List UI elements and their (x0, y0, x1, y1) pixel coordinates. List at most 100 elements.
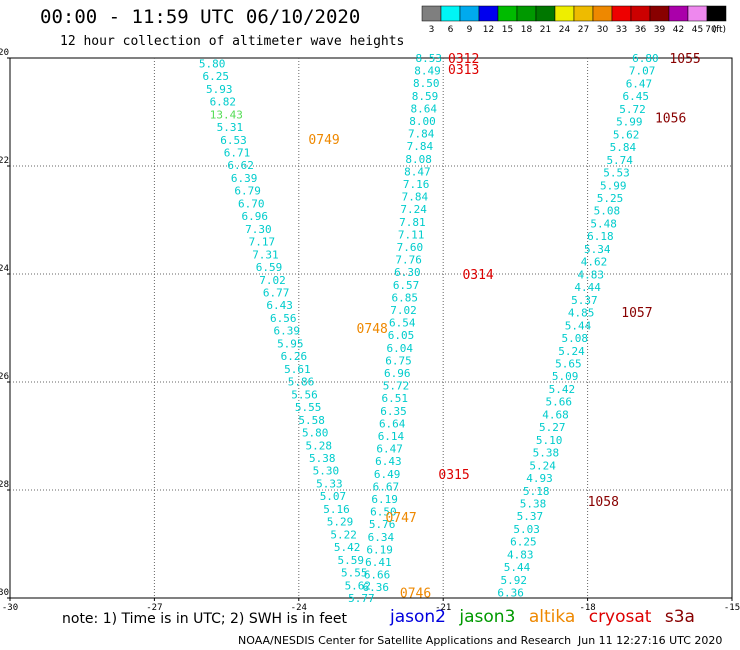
swh-label-s3a: 4.44 (574, 281, 601, 294)
swh-label-s3a: 5.03 (513, 523, 540, 536)
swh-label-s3a: 5.84 (610, 141, 637, 154)
swh-label-cryosat: 7.60 (397, 241, 424, 254)
colorbar-tick-label: 9 (467, 25, 473, 35)
swh-label-altika: 6.79 (234, 185, 261, 198)
swh-label-s3a: 5.09 (552, 370, 579, 383)
swh-label-altika: 6.53 (220, 134, 247, 147)
y-tick-label: -24 (0, 264, 9, 274)
swh-label-altika: 6.39 (231, 172, 258, 185)
plot-border (9, 57, 733, 599)
swh-label-altika: 5.80 (302, 427, 329, 440)
swh-label-cryosat: 8.50 (413, 77, 440, 90)
swh-label-cryosat: 7.84 (408, 128, 435, 141)
x-tick-label: -15 (724, 603, 740, 613)
swh-label-cryosat: 6.67 (373, 480, 400, 493)
pass-label: 0748 (357, 322, 388, 337)
swh-label-cryosat: 7.24 (400, 203, 427, 216)
x-tick-label: -21 (435, 603, 451, 613)
swh-label-altika: 5.29 (327, 516, 354, 529)
colorbar-swatch (573, 5, 594, 22)
colorbar-tick-label: 21 (540, 25, 551, 35)
swh-label-cryosat: 6.64 (379, 417, 406, 430)
swh-label-s3a: 5.44 (504, 561, 531, 574)
swh-label-s3a: 5.10 (536, 434, 563, 447)
colorbar-tick-label: 12 (483, 25, 494, 35)
swh-label-altika: 6.26 (281, 350, 308, 363)
swh-label-s3a: 5.92 (501, 574, 528, 587)
pass-label: 0315 (438, 468, 469, 483)
colorbar-tick-label: 27 (578, 25, 589, 35)
swh-label-altika: 5.59 (337, 554, 364, 567)
swh-label-cryosat: 7.02 (390, 304, 417, 317)
page-subtitle: 12 hour collection of altimeter wave hei… (60, 34, 405, 49)
colorbar-tick-label: 45 (692, 25, 703, 35)
colorbar-swatch (592, 5, 613, 22)
swh-label-cryosat: 6.43 (375, 455, 402, 468)
colorbar-swatch (440, 5, 461, 22)
swh-label-cryosat: 6.34 (368, 531, 395, 544)
pass-label: 0747 (385, 511, 416, 526)
swh-label-s3a: 5.53 (603, 167, 630, 180)
swh-label-cryosat: 6.47 (376, 443, 403, 456)
swh-label-cryosat: 5.72 (383, 380, 410, 393)
swh-label-altika: 5.31 (217, 121, 244, 134)
footer-note: note: 1) Time is in UTC; 2) SWH is in fe… (62, 611, 348, 627)
swh-label-altika: 6.96 (242, 210, 269, 223)
colorbar-tick-label: 70 (705, 25, 717, 35)
colorbar-swatch (668, 5, 689, 22)
legend-altika: altika (528, 607, 576, 627)
swh-label-cryosat: 6.54 (389, 317, 416, 330)
colorbar-swatch (649, 5, 670, 22)
swh-label-s3a: 6.45 (622, 90, 649, 103)
swh-label-altika: 7.30 (245, 223, 272, 236)
axis-ticks: -30 -27 -24 -21 -18 -15 -20 -22 -24 -26 -28 -30 (0, 48, 740, 613)
colorbar-swatch (706, 5, 727, 22)
swh-label-altika: 5.93 (206, 83, 233, 96)
swh-label-altika: 6.39 (274, 325, 301, 338)
pass-label: 0746 (400, 587, 431, 602)
colorbar-tick-label: 3 (429, 25, 435, 35)
swh-label-altika: 5.33 (316, 477, 343, 490)
swh-label-s3a: 5.62 (613, 128, 640, 141)
swh-label-s3a: 4.83 (507, 548, 534, 561)
colorbar-swatch (630, 5, 651, 22)
swh-label-altika: 6.71 (224, 147, 251, 160)
swh-label-s3a: 4.83 (578, 268, 605, 281)
swh-label-cryosat: 7.11 (398, 228, 425, 241)
swh-label-cryosat: 6.96 (384, 367, 411, 380)
legend-jason3: jason3 (459, 607, 516, 627)
swh-label-altika: 5.77 (348, 592, 375, 605)
colorbar-swatch (535, 5, 556, 22)
data-labels: 5.806.255.936.8213.435.316.536.716.626.3… (199, 52, 659, 605)
swh-label-cryosat: 6.19 (366, 543, 393, 556)
swh-label-s3a: 4.93 (526, 472, 553, 485)
plot-frame (9, 57, 733, 599)
y-tick-label: -26 (0, 372, 9, 382)
pass-label: 0312 (448, 52, 479, 67)
swh-label-altika: 6.62 (227, 159, 254, 172)
swh-label-s3a: 5.38 (533, 447, 560, 460)
swh-label-altika: 5.62 (345, 579, 372, 592)
swh-label-cryosat: 6.66 (364, 569, 391, 582)
colorbar-tick-label: 36 (635, 25, 647, 35)
swh-label-s3a: 5.99 (616, 116, 643, 129)
swh-label-cryosat: 8.59 (412, 90, 439, 103)
x-tick-label: -30 (2, 603, 18, 613)
swh-label-s3a: 5.08 (594, 205, 621, 218)
swh-label-altika: 5.38 (309, 452, 336, 465)
swh-label-cryosat: 6.30 (394, 266, 421, 279)
swh-label-altika: 13.43 (210, 108, 243, 121)
y-tick-label: -30 (0, 588, 9, 598)
swh-label-s3a: 6.80 (632, 52, 659, 65)
swh-label-s3a: 5.18 (523, 485, 550, 498)
colorbar-tick-label: 6 (448, 25, 454, 35)
swh-label-s3a: 5.42 (549, 383, 576, 396)
swh-label-altika: 6.43 (266, 299, 293, 312)
swh-label-cryosat: 7.76 (395, 254, 422, 267)
legend-s3a: s3a (664, 607, 695, 627)
colorbar-tick-label: 39 (654, 25, 666, 35)
swh-label-s3a: 5.24 (558, 345, 585, 358)
swh-label-s3a: 5.74 (606, 154, 633, 167)
swh-label-cryosat: 6.41 (365, 556, 392, 569)
